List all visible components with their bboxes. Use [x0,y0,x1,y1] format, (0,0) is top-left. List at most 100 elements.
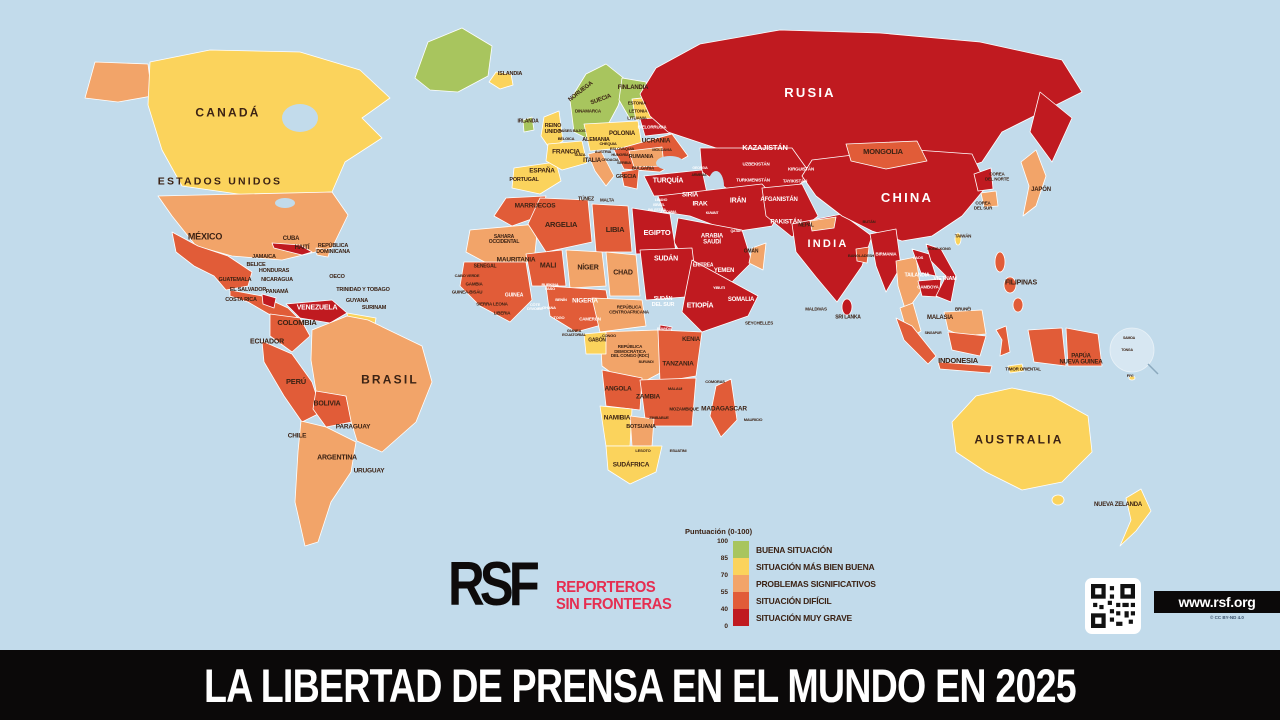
rsf-logo-letters: RSF [448,550,540,619]
region-great-lakes [275,198,295,208]
region-australia [951,387,1093,491]
region-botswana [629,415,655,447]
region-venezuela [285,299,348,324]
legend-label: SITUACIÓN MUY GRAVE [756,612,853,623]
region-philippines-3 [1012,297,1024,313]
legend-label: SITUACIÓN DIFÍCIL [756,595,832,606]
legend-tick: 85 [720,555,728,562]
region-hudson-bay [282,104,318,132]
region-canada [147,49,391,197]
legend-scale-ticks: 100 85 70 55 40 0 [683,538,733,630]
region-mexico [171,231,253,291]
license-note: © CC BY-ND 4.0 [1210,615,1244,620]
region-south-korea [980,190,999,208]
legend: Puntuación (0-100) 100 85 70 55 40 0 BUENA SI… [683,527,876,630]
region-papua-new-guinea [1065,327,1103,367]
pacific-magnifier [1109,327,1155,373]
region-oman [748,242,767,271]
legend-label: SITUACIÓN MÁS BIEN BUENA [756,561,875,572]
legend-title: Puntuación (0-100) [685,527,753,536]
region-thailand [895,256,922,313]
legend-swatch-difficult [733,592,749,609]
region-niger [565,249,607,289]
region-ecuador-peru [261,340,323,423]
region-philippines-1 [994,251,1006,273]
region-nigeria [545,285,613,333]
qr-code-pattern [1091,584,1135,628]
region-iceland [488,71,514,90]
region-china [801,148,988,242]
region-egypt [631,207,677,255]
region-south-africa [605,445,663,485]
rsf-logo-line1: REPORTEROS [556,579,656,596]
region-greenland [414,27,493,93]
website-strip: www.rsf.org [1154,591,1280,613]
region-west-africa-coast [459,261,533,323]
legend-tick: 40 [720,606,728,613]
region-bangladesh [855,246,870,264]
legend-labels: BUENA SITUACIÓN SITUACIÓN MÁS BIEN BUENA P… [756,541,876,629]
legend-tick: 100 [717,538,728,545]
region-north-korea [973,167,994,192]
region-nepal [809,216,837,232]
legend-body: 100 85 70 55 40 0 BUENA SITUACIÓN SITUACIÓN MÁ… [683,538,876,630]
region-borneo-indonesia [947,331,987,357]
region-cameroon-car [591,297,647,333]
rsf-logo: RSF REPORTEROS SIN FRONTERAS [448,550,681,619]
region-namibia [599,405,633,447]
region-iberia [511,161,562,195]
region-hispaniola [315,247,331,258]
region-usa [157,191,349,261]
region-new-zealand [1119,488,1152,547]
region-mongolia [845,140,928,170]
world-map: CANADÁ ESTADOS UNIDOS MÉXICO CUBA HAITÍ REPÚB… [84,27,1159,547]
region-sumatra [895,317,937,365]
region-libya [591,203,633,253]
legend-swatch-verygrave [733,609,749,626]
region-sulawesi [995,325,1011,357]
region-nicaragua [261,293,277,309]
rsf-logo-line2: SIN FRONTERAS [556,595,672,613]
region-tasmania [1051,494,1065,506]
poster-title: LA LIBERTAD DE PRENSA EN EL MUNDO EN 202… [204,658,1077,712]
region-mali [525,249,567,287]
region-laos [911,248,937,277]
region-ireland [522,116,535,133]
region-italy [587,150,615,187]
legend-tick: 0 [724,623,728,630]
qr-code [1085,578,1141,634]
region-vietnam [925,243,957,303]
legend-swatches [733,541,749,629]
region-myanmar [869,228,902,293]
region-fiji [1128,375,1136,381]
legend-label: BUENA SITUACIÓN [756,544,833,555]
region-cuba [271,242,313,256]
legend-tick: 70 [720,572,728,579]
region-brazil [310,315,433,453]
region-timor [1007,363,1025,374]
region-southern-cone [294,420,357,547]
title-bar: LA LIBERTAD DE PRENSA EN EL MUNDO EN 202… [0,650,1280,720]
region-madagascar [709,378,738,438]
region-alaska [84,61,153,103]
region-taiwan [954,232,962,246]
region-black-sea [656,156,684,170]
legend-tick: 55 [720,589,728,596]
region-angola [601,369,643,411]
region-west-new-guinea [1027,327,1067,367]
region-east-africa [657,329,703,383]
region-sri-lanka [841,298,853,316]
legend-swatch-significant [733,575,749,592]
region-japan [1020,149,1047,217]
region-france [545,140,588,171]
world-map-svg [84,27,1159,547]
region-greece [620,168,640,190]
region-zambezi [639,377,697,427]
region-kamchatka [1029,91,1073,163]
region-chad [605,251,641,297]
region-java [937,361,993,374]
region-gabon [583,331,607,355]
legend-label: PROBLEMAS SIGNIFICATIVOS [756,578,876,589]
rsf-logo-text: REPORTEROS SIN FRONTERAS [556,579,672,614]
